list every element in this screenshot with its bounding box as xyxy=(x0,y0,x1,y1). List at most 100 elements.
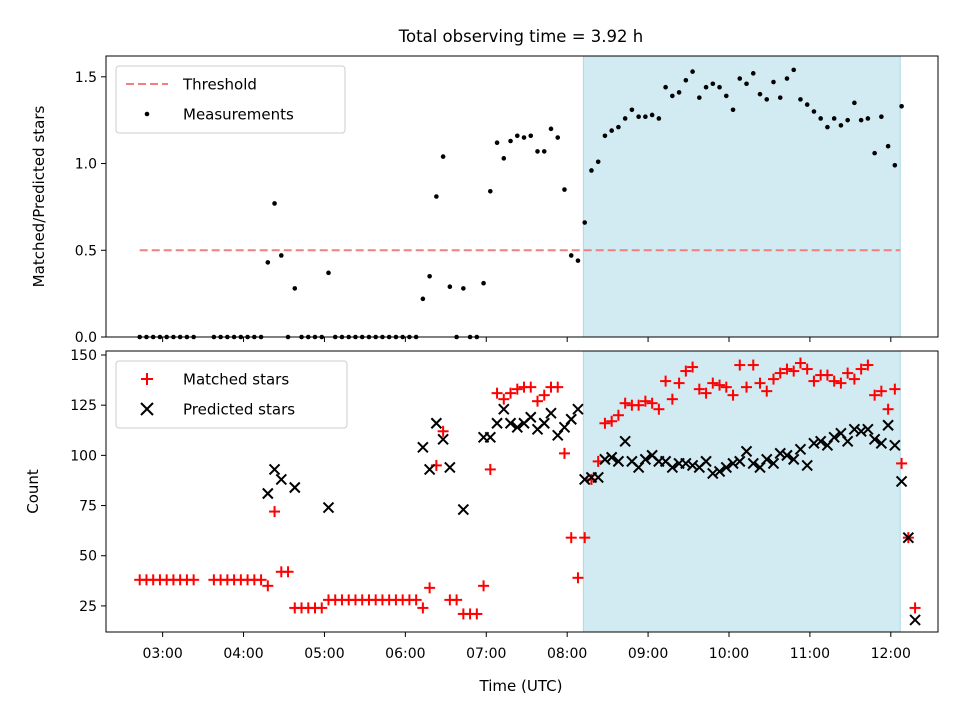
measurement-point xyxy=(670,93,675,99)
measurement-point xyxy=(683,77,689,83)
measurement-point xyxy=(575,258,581,263)
matched-star-point xyxy=(734,359,746,371)
measurement-legend-marker xyxy=(144,111,150,117)
predicted-star-point xyxy=(268,463,281,476)
measurement-point xyxy=(434,194,439,199)
measurement-point xyxy=(494,140,500,146)
measurement-point xyxy=(514,133,520,139)
matched-star-point xyxy=(565,532,577,544)
predicted-star-point xyxy=(740,445,753,458)
bottom-panel: 25 50 75 100 125 150 03:00 04:00 05:00 06:00 07:0… xyxy=(24,348,939,695)
measurement-point xyxy=(757,91,763,97)
measurement-point xyxy=(427,273,432,279)
matched-star-point xyxy=(410,594,422,606)
x-tick-label: 07:00 xyxy=(466,646,506,662)
predicted-star-point xyxy=(909,614,921,626)
predicted-star-point xyxy=(761,453,773,466)
x-tick-label: 09:00 xyxy=(628,646,668,662)
matched-star-point xyxy=(889,383,901,395)
measurement-point xyxy=(461,286,466,291)
matched-star-point xyxy=(808,375,820,387)
measurement-point xyxy=(649,112,655,118)
predicted-star-point xyxy=(747,457,759,470)
matched-star-point xyxy=(848,373,860,385)
measurement-point xyxy=(440,154,446,159)
y-tick-label: 0.0 xyxy=(75,330,97,346)
predicted-star-point xyxy=(686,459,699,472)
measurement-point xyxy=(730,107,736,113)
matched-star-point xyxy=(821,369,833,381)
matched-star-point xyxy=(794,357,806,369)
top-y-axis: 0.0 0.5 1.0 1.5 xyxy=(75,70,106,346)
predicted-star-point xyxy=(525,411,537,423)
matched-star-point xyxy=(532,395,544,407)
y-tick-label: 1.0 xyxy=(75,157,97,173)
measurement-point xyxy=(798,97,803,102)
predicted-star-point xyxy=(545,407,557,419)
top-x-axis xyxy=(162,337,892,342)
matched-star-point xyxy=(781,363,793,375)
measurement-point xyxy=(811,109,817,114)
measurement-point xyxy=(676,90,682,95)
measurement-point xyxy=(723,93,729,99)
bottom-y-axis-label: Count xyxy=(24,469,42,514)
matched-star-point xyxy=(767,373,779,385)
predicted-star-point xyxy=(572,403,584,415)
measurement-point xyxy=(447,284,453,289)
measurement-point xyxy=(885,143,891,149)
measurement-point xyxy=(777,95,783,100)
matched-star-point xyxy=(552,381,564,393)
y-tick-label: 25 xyxy=(79,599,97,615)
matched-star-point xyxy=(484,463,496,475)
matched-star-point xyxy=(424,582,436,594)
measurement-point xyxy=(703,84,709,90)
matched-star-point xyxy=(869,389,881,401)
bottom-y-axis: 25 50 75 100 125 150 xyxy=(70,348,106,615)
predicted-star-point xyxy=(767,457,780,470)
measurement-points xyxy=(137,67,904,340)
measurement-point xyxy=(656,116,662,121)
chart-title: Total observing time = 3.92 h xyxy=(398,27,643,46)
matched-star-point xyxy=(835,377,847,389)
matched-star-point xyxy=(700,387,712,399)
predicted-star-point xyxy=(262,487,274,500)
matched-star-point xyxy=(471,608,483,620)
predicted-star-point xyxy=(592,471,604,484)
predicted-star-point xyxy=(855,425,867,437)
predicted-star-point xyxy=(612,455,625,468)
measurement-point xyxy=(737,76,743,81)
measurement-point xyxy=(278,253,284,258)
matched-star-point xyxy=(747,359,759,371)
measurement-point xyxy=(521,135,527,140)
matched-star-point xyxy=(855,363,867,375)
measurement-point xyxy=(710,81,716,87)
measurement-point xyxy=(879,114,884,120)
matched-star-point xyxy=(511,383,523,395)
matched-star-point xyxy=(727,389,739,401)
matched-star-point xyxy=(505,387,517,399)
measurement-point xyxy=(562,187,567,192)
measurement-point xyxy=(784,76,790,81)
measurement-point xyxy=(750,71,756,76)
measurement-point xyxy=(616,124,621,130)
predicted-star-point xyxy=(578,473,591,486)
matched-star-point xyxy=(255,574,267,586)
matched-star-point xyxy=(720,381,732,393)
measurement-point xyxy=(643,114,648,120)
measurement-point xyxy=(804,102,810,107)
predicted-star-point xyxy=(882,419,894,431)
predicted-star-point xyxy=(484,431,497,444)
x-tick-label: 11:00 xyxy=(790,646,830,662)
matched-star-point xyxy=(707,377,719,389)
measurement-point xyxy=(609,128,614,133)
measurement-point xyxy=(501,156,507,161)
matched-star-point xyxy=(680,365,692,377)
predicted-star-point xyxy=(814,435,827,448)
top-plot-frame xyxy=(105,55,939,338)
measurement-point xyxy=(548,126,554,132)
matched-star-point xyxy=(417,602,429,614)
measurement-point xyxy=(845,117,850,123)
top-legend: Threshold Measurements xyxy=(115,65,346,134)
measurement-point xyxy=(636,114,641,120)
